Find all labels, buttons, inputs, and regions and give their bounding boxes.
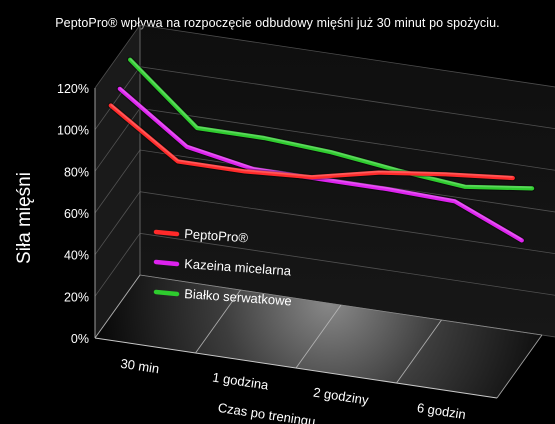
legend-entry: PeptoPro® xyxy=(153,226,249,245)
legend-swatch xyxy=(153,259,180,267)
floor-gridline xyxy=(195,289,241,354)
series-0 xyxy=(107,102,517,182)
y-tick-label: 60% xyxy=(64,207,89,221)
y-tick-label: 40% xyxy=(64,249,89,263)
chart-title: PeptoPro® wpływa na rozpoczęcie odbudowy… xyxy=(55,16,500,30)
series-line xyxy=(117,86,524,243)
legend-entry: Kazeina micelarna xyxy=(153,256,292,279)
legend-label: PeptoPro® xyxy=(184,226,249,245)
series-line-highlight xyxy=(110,104,513,178)
y-tick-label: 0% xyxy=(71,332,89,346)
floor-gridline xyxy=(396,319,442,384)
series-line-highlight xyxy=(129,58,533,188)
y-tick-label: 120% xyxy=(57,82,89,96)
x-tick-label: 1 godzina xyxy=(211,369,270,392)
series-line xyxy=(108,103,515,181)
legend-swatch xyxy=(153,289,180,297)
x-axis-title: Czas po treningu xyxy=(217,400,316,424)
y-tick-label: 100% xyxy=(57,124,89,138)
floor-gridline xyxy=(496,334,543,399)
y-axis-title: Siła mięśni xyxy=(14,172,35,264)
y-tick-label: 80% xyxy=(64,165,89,179)
x-tick-label: 6 godzin xyxy=(416,400,467,422)
legend-label: Białko serwatkowe xyxy=(184,286,292,308)
y-tick-label: 20% xyxy=(64,290,89,304)
legend-swatch xyxy=(153,229,180,237)
series-2 xyxy=(126,56,536,192)
floor-gridline xyxy=(295,304,342,369)
legend-label: Kazeina micelarna xyxy=(184,256,292,278)
floor-gridline xyxy=(94,274,141,339)
x-tick-label: 30 min xyxy=(120,356,161,377)
legend-entry: Białko serwatkowe xyxy=(153,286,292,309)
x-tick-label: 2 godziny xyxy=(312,385,370,408)
